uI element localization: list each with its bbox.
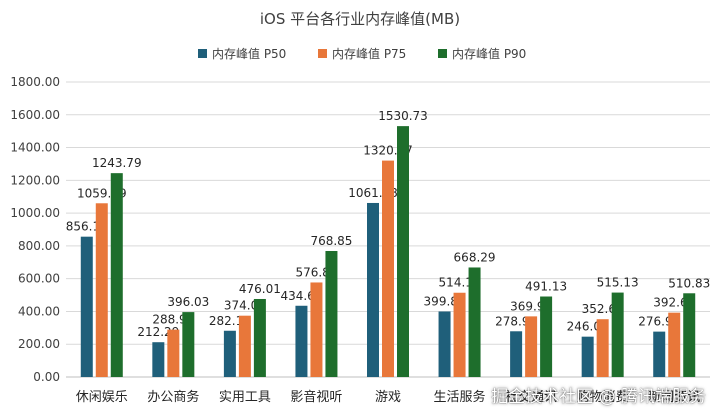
bar — [581, 336, 594, 377]
legend-swatch — [198, 49, 207, 58]
x-tick-label: 影音视听 — [290, 389, 342, 405]
y-tick-label: 1400.00 — [10, 141, 60, 155]
bar — [438, 311, 451, 377]
bar — [382, 160, 394, 377]
y-tick-label: 0.00 — [33, 370, 60, 384]
legend-swatch — [438, 49, 447, 58]
y-tick-label: 600.00 — [18, 272, 60, 286]
data-label: 515.13 — [597, 276, 639, 290]
bar — [611, 292, 624, 377]
y-tick-label: 1200.00 — [10, 173, 60, 187]
y-tick-label: 200.00 — [18, 337, 60, 351]
y-tick-label: 800.00 — [18, 239, 60, 253]
bar — [310, 282, 323, 377]
legend-label: 内存峰值 P50 — [212, 46, 286, 61]
legend-label: 内存峰值 P90 — [452, 46, 526, 61]
bar — [510, 331, 523, 377]
data-label: 491.13 — [525, 280, 567, 294]
data-label: 1243.79 — [92, 156, 142, 170]
data-label: 1530.73 — [378, 109, 428, 123]
bar — [182, 312, 195, 377]
bar — [525, 316, 538, 377]
bar — [253, 298, 266, 377]
bar — [110, 173, 123, 377]
data-label: 396.03 — [167, 295, 209, 309]
bar — [80, 236, 93, 377]
bar — [223, 330, 236, 377]
y-tick-label: 400.00 — [18, 304, 60, 318]
bar — [468, 267, 481, 377]
x-tick-label: 实用工具 — [219, 390, 271, 405]
x-tick-label: 休闲娱乐 — [76, 390, 128, 405]
bar — [683, 293, 696, 377]
data-label: 510.83 — [668, 276, 710, 290]
bar — [367, 202, 379, 377]
bar — [295, 305, 308, 377]
bar — [397, 126, 409, 377]
x-tick-label: 新闻资讯 — [648, 389, 700, 405]
bar — [152, 342, 165, 377]
x-tick-label: 办公商务 — [147, 389, 199, 405]
y-tick-label: 1000.00 — [10, 206, 60, 220]
bar — [238, 315, 251, 377]
x-tick-label: 生活服务 — [434, 389, 486, 405]
x-tick-label: 游戏 — [375, 390, 401, 405]
x-tick-label: 购物消费 — [577, 389, 629, 405]
y-tick-label: 1800.00 — [10, 75, 60, 89]
watermark-text: 掘金技术社区 @ 腾讯端服务 — [491, 387, 706, 407]
bar — [653, 331, 666, 377]
x-tick-label: 社交通讯 — [505, 389, 557, 405]
data-label: 668.29 — [454, 250, 496, 264]
legend-swatch — [318, 49, 327, 58]
bar — [668, 312, 681, 377]
y-tick-label: 1600.00 — [10, 108, 60, 122]
bar — [596, 319, 609, 377]
bar — [325, 250, 338, 377]
bar — [453, 292, 466, 377]
bar — [167, 329, 180, 377]
bar — [540, 296, 553, 377]
data-label: 768.85 — [310, 234, 352, 248]
data-label: 476.01 — [239, 282, 281, 296]
chart-title: iOS 平台各行业内存峰值(MB) — [260, 10, 460, 28]
bar — [95, 203, 108, 377]
legend-label: 内存峰值 P75 — [332, 46, 406, 61]
